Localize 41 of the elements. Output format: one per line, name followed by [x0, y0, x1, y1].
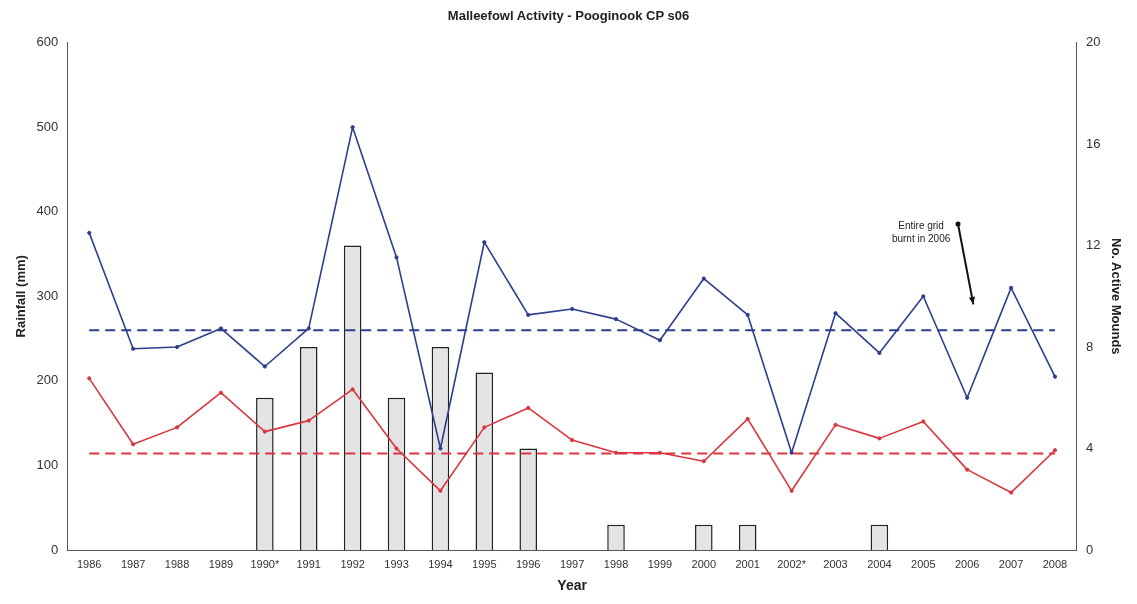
x-tick-label: 1999	[647, 557, 673, 570]
x-tick-label: 1987	[120, 557, 146, 570]
y2-tick-label: 12	[1085, 237, 1101, 253]
x-tick-label: 1992	[340, 557, 365, 570]
x-tick-label: 2007	[998, 557, 1024, 570]
y2-tick-label: 20	[1085, 34, 1101, 50]
x-tick-label: 1990*	[250, 557, 280, 570]
x-tick-label: 1993	[384, 557, 409, 570]
y2-tick-label: 0	[1085, 541, 1094, 557]
y-tick-label: 0	[51, 541, 59, 557]
x-tick-label: 1997	[559, 557, 585, 570]
x-axis-title: Year	[557, 577, 588, 594]
annotation: Entire grid burnt in 2006	[891, 219, 951, 244]
x-tick-label: 1994	[428, 557, 453, 570]
x-tick-label: 2005	[911, 557, 936, 570]
y-tick-label: 400	[36, 203, 59, 219]
x-tick-label: 1998	[603, 557, 629, 570]
y-tick-label: 600	[36, 34, 59, 50]
x-tick-label: 1995	[472, 557, 497, 570]
x-tick-label: 2006	[954, 557, 980, 570]
x-tick-label: 1996	[515, 557, 541, 570]
y-tick-label: 300	[36, 287, 59, 303]
y-axis-title: Rainfall (mm)	[13, 255, 29, 338]
x-tick-label: 1988	[164, 557, 190, 570]
chart-title: Malleefowl Activity - Pooginook CP s06	[447, 8, 690, 24]
x-tick-label: 1989	[208, 557, 234, 570]
x-tick-label: 2000	[691, 557, 717, 570]
x-tick-label: 2002*	[777, 557, 807, 570]
y-tick-label: 200	[36, 372, 59, 388]
x-tick-label: 2001	[735, 557, 760, 570]
y2-axis-title: No. Active Mounds	[1108, 238, 1124, 355]
x-tick-label: 2004	[867, 557, 892, 570]
y-tick-label: 100	[36, 457, 59, 473]
x-tick-label: 1991	[296, 557, 321, 570]
y2-tick-label: 16	[1085, 135, 1101, 151]
y2-tick-label: 8	[1085, 338, 1094, 354]
x-tick-label: 2008	[1042, 557, 1068, 570]
y-tick-label: 500	[36, 118, 59, 134]
x-tick-label: 2003	[823, 557, 848, 570]
y2-tick-label: 4	[1085, 440, 1094, 456]
x-tick-label: 1986	[77, 557, 102, 570]
